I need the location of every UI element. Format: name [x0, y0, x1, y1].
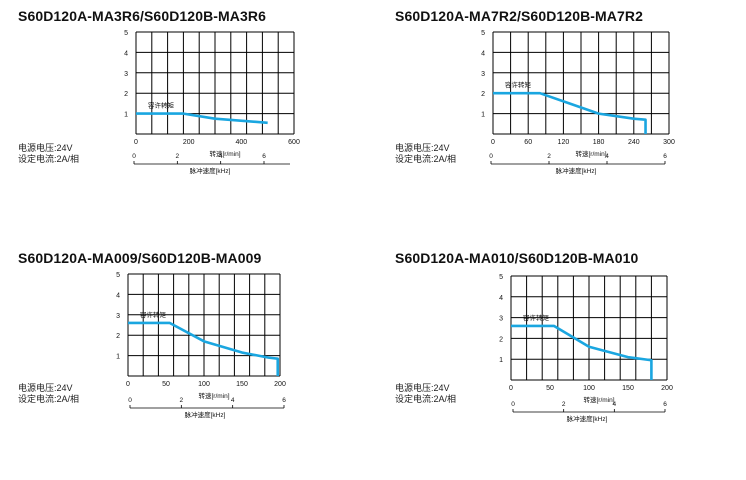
x-tick-label: 50: [546, 385, 554, 392]
x-tick-label: 300: [663, 139, 675, 146]
series-label: 容许转矩: [148, 101, 175, 110]
x-tick-label: 0: [134, 139, 138, 146]
spec-voltage: 电源电压:24V: [18, 383, 73, 393]
y-tick-label: 3: [116, 313, 120, 320]
spec-current: 设定电流:2A/相: [395, 154, 457, 164]
y-tick-label: 3: [124, 71, 128, 78]
x-axis-label: 转速[r/min]: [583, 395, 614, 404]
secondary-tick-label: 4: [231, 397, 235, 404]
y-tick-label: 5: [116, 272, 120, 279]
secondary-axis-label: 脉冲速度[kHz]: [190, 166, 231, 175]
x-tick-label: 200: [274, 381, 286, 388]
chart-panel-2: S60D120A-MA7R2/S60D120B-MA7R2 电源电压:24V 设…: [373, 0, 746, 240]
secondary-tick-label: 6: [262, 153, 266, 160]
x-tick-label: 200: [183, 139, 195, 146]
x-tick-label: 50: [162, 381, 170, 388]
secondary-tick-label: 0: [128, 397, 132, 404]
chart-title: S60D120A-MA7R2/S60D120B-MA7R2: [395, 8, 644, 24]
y-tick-label: 2: [116, 333, 120, 340]
y-tick-label: 4: [124, 50, 128, 57]
x-tick-label: 600: [288, 139, 300, 146]
x-tick-label: 100: [198, 381, 210, 388]
secondary-tick-label: 2: [562, 401, 566, 408]
spec-current: 设定电流:2A/相: [18, 394, 80, 404]
secondary-tick-label: 4: [605, 153, 609, 160]
y-tick-label: 5: [481, 30, 485, 37]
spec-current: 设定电流:2A/相: [18, 154, 80, 164]
secondary-axis-label: 脉冲速度[kHz]: [556, 166, 597, 175]
chart-title: S60D120A-MA3R6/S60D120B-MA3R6: [18, 8, 267, 24]
torque-curve: [128, 321, 280, 376]
y-tick-label: 1: [124, 112, 128, 119]
y-tick-label: 5: [124, 30, 128, 37]
x-tick-label: 100: [583, 385, 595, 392]
y-tick-label: 1: [499, 357, 503, 364]
secondary-tick-label: 2: [180, 397, 184, 404]
x-tick-label: 240: [628, 139, 640, 146]
chart-title: S60D120A-MA010/S60D120B-MA010: [395, 250, 639, 266]
x-tick-label: 60: [524, 139, 532, 146]
secondary-tick-label: 6: [663, 401, 667, 408]
torque-curve: [511, 324, 653, 380]
x-tick-label: 0: [509, 385, 513, 392]
series-label: 容许转矩: [505, 80, 532, 89]
y-tick-label: 4: [499, 295, 503, 302]
x-tick-label: 0: [126, 381, 130, 388]
chart-panel-1: S60D120A-MA3R6/S60D120B-MA3R6 电源电压:24V 设…: [0, 0, 373, 240]
torque-curve: [136, 112, 268, 125]
secondary-tick-label: 0: [511, 401, 515, 408]
y-tick-label: 4: [481, 50, 485, 57]
x-tick-label: 150: [236, 381, 248, 388]
x-tick-label: 0: [491, 139, 495, 146]
secondary-tick-label: 2: [176, 153, 180, 160]
x-tick-label: 400: [235, 139, 247, 146]
chart-panel-3: S60D120A-MA009/S60D120B-MA009 电源电压:24V 设…: [0, 240, 373, 480]
secondary-tick-label: 4: [219, 153, 223, 160]
chart-title: S60D120A-MA009/S60D120B-MA009: [18, 250, 262, 266]
chart-svg: 1 2 3 4 5 0 60 120 180 240 300 转速[r/min] 0 2 4 6 脉冲速度[kH…: [481, 30, 675, 175]
y-tick-label: 5: [499, 274, 503, 281]
x-axis-label: 转速[r/min]: [575, 149, 606, 158]
x-tick-label: 180: [593, 139, 605, 146]
y-tick-label: 2: [499, 336, 503, 343]
y-tick-label: 1: [116, 354, 120, 361]
secondary-tick-label: 6: [282, 397, 286, 404]
series-label: 容许转矩: [523, 313, 550, 322]
y-tick-label: 4: [116, 292, 120, 299]
y-tick-label: 3: [481, 71, 485, 78]
x-tick-label: 150: [622, 385, 634, 392]
y-tick-label: 2: [124, 91, 128, 98]
secondary-tick-label: 6: [663, 153, 667, 160]
secondary-tick-label: 0: [489, 153, 493, 160]
secondary-tick-label: 4: [613, 401, 617, 408]
chart-panel-4: S60D120A-MA010/S60D120B-MA010 电源电压:24V 设…: [373, 240, 746, 480]
series-label: 容许转矩: [140, 310, 167, 319]
x-axis-label: 转速[r/min]: [198, 391, 229, 400]
spec-current: 设定电流:2A/相: [395, 394, 457, 404]
secondary-axis-label: 脉冲速度[kHz]: [567, 414, 608, 423]
x-tick-label: 200: [661, 385, 673, 392]
spec-voltage: 电源电压:24V: [18, 143, 73, 153]
x-tick-label: 120: [558, 139, 570, 146]
spec-voltage: 电源电压:24V: [395, 143, 450, 153]
chart-svg: 1 2 3 4 5 0 200 400 600 转速[r/min] 0 2 4 6 脉冲速度[kHz] 容许转…: [124, 30, 300, 175]
y-tick-label: 2: [481, 91, 485, 98]
secondary-tick-label: 2: [547, 153, 551, 160]
spec-voltage: 电源电压:24V: [395, 383, 450, 393]
secondary-axis-label: 脉冲速度[kHz]: [185, 410, 226, 419]
y-tick-label: 3: [499, 316, 503, 323]
y-tick-label: 1: [481, 112, 485, 119]
secondary-tick-label: 0: [132, 153, 136, 160]
x-axis-label: 转速[r/min]: [209, 149, 240, 158]
torque-curve: [493, 91, 647, 134]
